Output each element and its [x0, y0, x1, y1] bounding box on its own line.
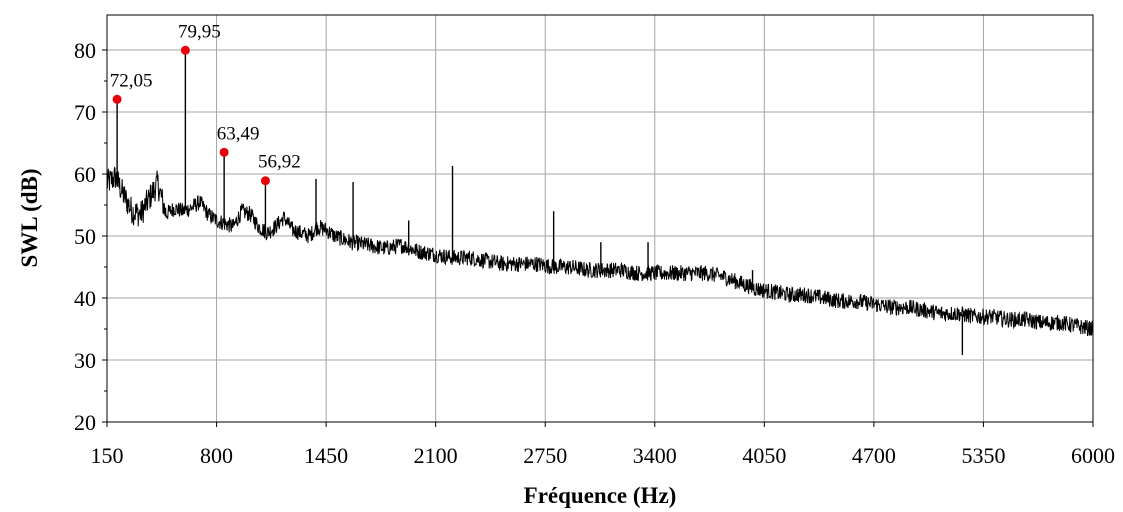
- peak-value-label: 56,92: [258, 152, 301, 173]
- spectrum-line: [106, 166, 1094, 337]
- y-tick-label: 40: [74, 286, 96, 311]
- y-tick-label: 70: [74, 100, 96, 125]
- y-tick-label: 50: [74, 224, 96, 249]
- x-axis-title: Fréquence (Hz): [524, 483, 677, 508]
- x-axis-ticks: 150 800 1450 2100 2750 3400 4050 4700 5350 6000: [91, 422, 1115, 468]
- spectrum-series: [106, 165, 1094, 356]
- y-tick-label: 60: [74, 162, 96, 187]
- y-tick-label: 20: [74, 410, 96, 435]
- peak-value-label: 79,95: [178, 21, 221, 42]
- peak-markers: 72,05 79,95 63,49 56,92: [110, 21, 301, 232]
- y-axis-ticks: 20 30 40 50 60 70 80: [74, 38, 107, 435]
- y-axis-title: SWL (dB): [17, 168, 42, 267]
- y-tick-label: 30: [74, 348, 96, 373]
- plot-frame: [106, 14, 1094, 423]
- peak-marker: [219, 147, 229, 157]
- x-tick-label: 5350: [961, 443, 1005, 468]
- x-tick-label: 150: [91, 443, 124, 468]
- y-tick-label: 80: [74, 38, 96, 63]
- x-tick-label: 1450: [304, 443, 348, 468]
- peak-marker: [260, 176, 270, 186]
- x-tick-label: 4700: [852, 443, 896, 468]
- x-tick-label: 800: [200, 443, 233, 468]
- peak-marker: [112, 94, 122, 104]
- peak-value-label: 63,49: [217, 123, 260, 144]
- peak-marker: [180, 45, 190, 55]
- peak-value-label: 72,05: [110, 70, 153, 91]
- x-tick-label: 2750: [523, 443, 567, 468]
- x-tick-label: 3400: [633, 443, 677, 468]
- x-tick-label: 4050: [742, 443, 786, 468]
- x-tick-label: 2100: [414, 443, 458, 468]
- x-tick-label: 6000: [1071, 443, 1115, 468]
- grid-lines: [107, 15, 1093, 422]
